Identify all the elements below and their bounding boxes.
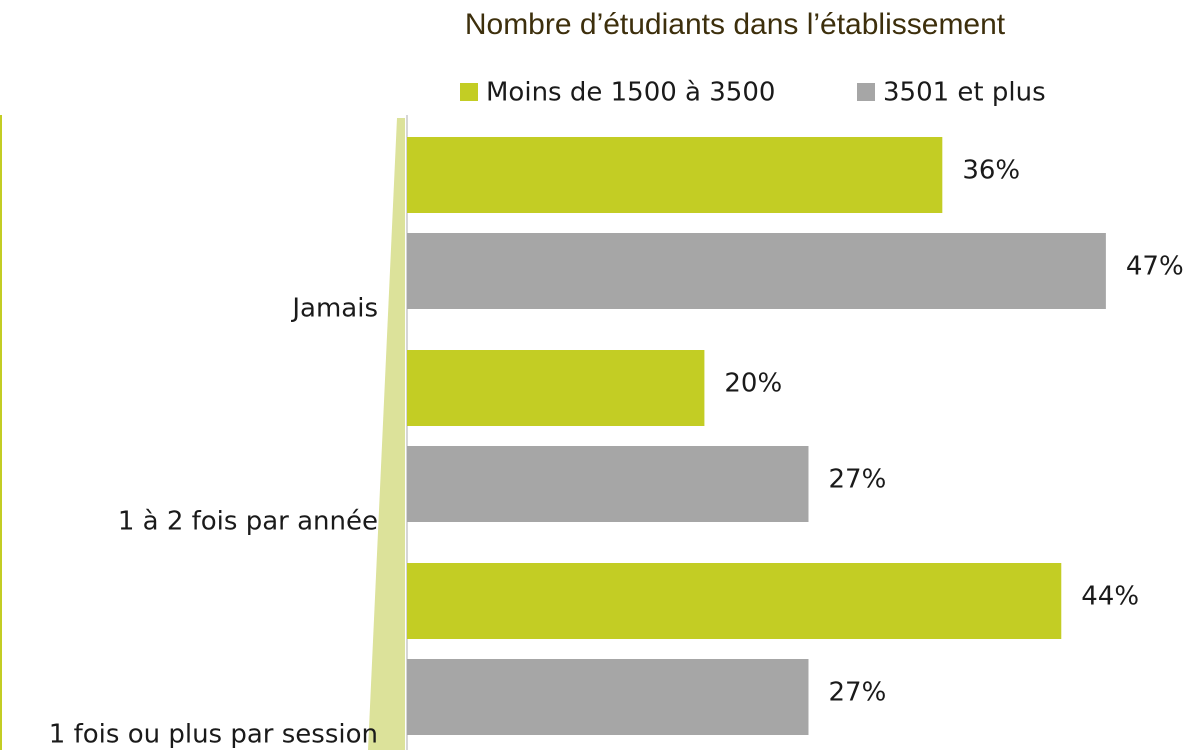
value-label: 36%: [962, 156, 1020, 186]
bar: [407, 137, 943, 213]
bar: [407, 563, 1062, 639]
chart-title: Nombre d’étudiants dans l’établissement: [465, 8, 1006, 41]
value-label: 47%: [1126, 252, 1184, 282]
category-label: 1 à 2 fois par année: [118, 507, 378, 537]
bar: [407, 659, 809, 735]
legend-label: Moins de 1500 à 3500: [486, 78, 775, 108]
value-label: 27%: [828, 678, 886, 708]
category-label: 1 fois ou plus par session: [49, 720, 378, 750]
bar: [407, 446, 809, 522]
bar: [407, 233, 1106, 309]
legend-swatch: [857, 83, 875, 101]
value-label: 27%: [828, 465, 886, 495]
legend-label: 3501 et plus: [883, 78, 1046, 108]
decor-wedge: [368, 118, 405, 750]
value-label: 20%: [724, 369, 782, 399]
value-label: 44%: [1081, 582, 1139, 612]
category-label: Jamais: [290, 294, 378, 324]
legend-swatch: [460, 83, 478, 101]
left-accent: [0, 115, 2, 750]
bar: [407, 350, 705, 426]
